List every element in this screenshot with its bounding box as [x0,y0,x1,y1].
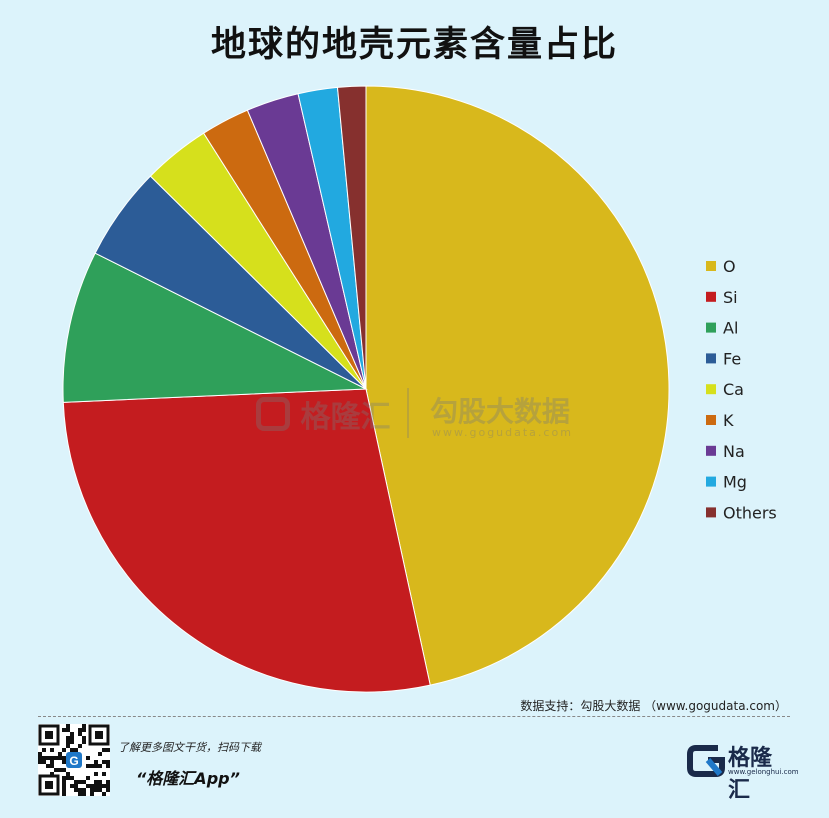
legend-swatch-al [706,322,716,333]
legend-label-k: K [723,411,734,430]
watermark-brand: 格隆汇 [300,400,391,435]
legend-swatch-fe [706,353,716,364]
legend-swatch-na [706,445,716,456]
legend-swatch-si [706,291,716,302]
legend-label-ca: Ca [723,380,744,399]
pie-chart: O Si Al Fe Ca K Na Mg Others [62,85,777,693]
legend-label-others: Others [723,503,777,522]
brand-logo: 格隆汇 www.gelonghui.com [686,740,799,803]
legend-label-mg: Mg [723,473,747,492]
brand-logo-icon [687,745,725,777]
legend-label-si: Si [723,288,738,307]
legend-label-al: Al [723,319,738,338]
pie-slice-al [62,252,368,403]
legend-swatch-ca [706,384,716,395]
legend-label-fe: Fe [723,349,741,368]
legend-swatch-k [706,415,716,425]
footer-divider [38,716,790,717]
promo-app-name: “格隆汇App” [136,769,240,788]
pie-slice-si [62,388,431,693]
qr-logo: G [69,754,78,768]
pie-slice-o [365,85,670,686]
watermark-brand-right: 勾股大数据 [430,395,571,428]
data-source: 数据支持：勾股大数据 （www.gogudata.com） [520,699,787,713]
qr-code: G [38,724,110,796]
legend-swatch-others [706,507,716,518]
pie-slices [62,85,670,693]
watermark-url: www.gogudata.com [432,426,573,439]
pie-slice-others [336,85,367,390]
promo-text: 了解更多图文干货，扫码下载 [118,741,261,754]
watermark-icon [256,397,290,431]
legend: O Si Al Fe Ca K Na Mg Others [706,257,777,522]
watermark-logo: 格隆汇 [256,392,390,436]
legend-label-o: O [723,257,736,276]
legend-swatch-o [706,261,716,271]
legend-label-na: Na [723,442,745,461]
legend-swatch-mg [706,476,716,487]
watermark-divider [407,388,409,438]
brand-logo-url: www.gelonghui.com [728,768,799,776]
brand-logo-text: 格隆汇 [728,746,773,803]
chart-title: 地球的地壳元素含量占比 [210,25,618,65]
